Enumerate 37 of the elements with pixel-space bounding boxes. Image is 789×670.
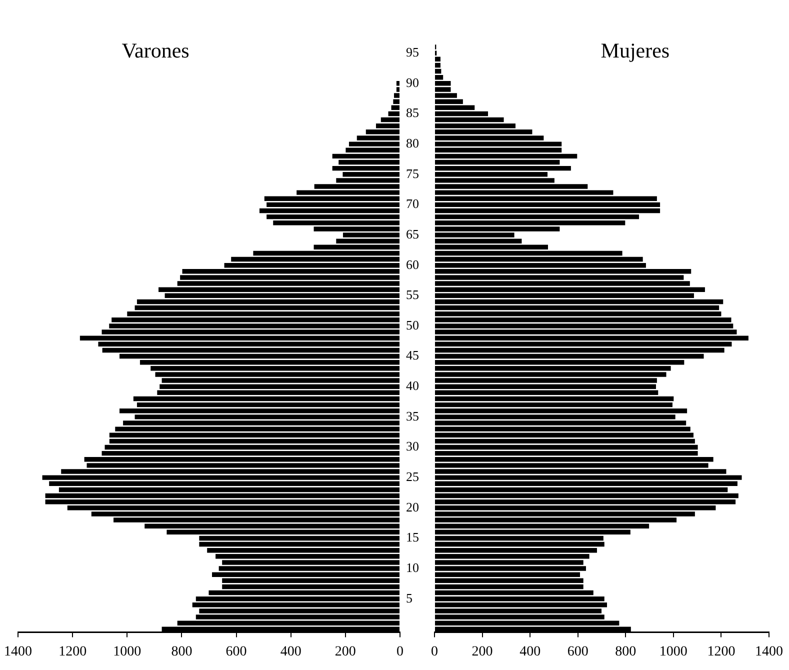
- x-tick-label: 600: [567, 644, 588, 660]
- y-tick-label: 20: [406, 499, 419, 514]
- y-tick-label: 25: [406, 468, 419, 484]
- x-tick-label: 0: [396, 644, 404, 660]
- chart-title: Mujeres: [600, 38, 670, 63]
- x-tick-label: 1200: [707, 644, 736, 660]
- y-tick-label: 95: [406, 44, 419, 60]
- y-tick-label: 10: [406, 560, 419, 575]
- x-tick-label: 600: [226, 644, 247, 660]
- chart-title: Varones: [122, 38, 190, 63]
- x-tick-label: 200: [334, 644, 356, 660]
- y-tick-label: 45: [406, 348, 419, 363]
- y-tick-label: 80: [406, 135, 419, 150]
- x-tick-label: 200: [472, 644, 493, 660]
- y-tick-label: 60: [406, 256, 419, 272]
- x-tick-label: 1000: [113, 644, 142, 660]
- x-tick-label: 1400: [4, 644, 32, 660]
- x-tick-label: 800: [615, 644, 636, 660]
- y-tick-label: 55: [406, 287, 419, 302]
- y-tick-label: 65: [406, 226, 419, 242]
- y-tick-label: 90: [406, 74, 419, 90]
- y-tick-label: 70: [406, 196, 419, 212]
- y-tick-label: 50: [406, 317, 419, 332]
- y-tick-label: 5: [406, 590, 412, 606]
- y-tick-label: 35: [406, 408, 419, 424]
- y-tick-label: 30: [406, 438, 419, 454]
- x-tick-label: 400: [280, 644, 302, 660]
- x-tick-label: 800: [171, 644, 192, 660]
- y-tick-label: 40: [406, 378, 419, 394]
- x-tick-label: 1400: [755, 644, 783, 660]
- y-tick-label: 15: [406, 530, 419, 545]
- x-tick-label: 1200: [58, 644, 87, 660]
- x-tick-label: 400: [520, 644, 541, 660]
- x-tick-label: 0: [431, 644, 438, 660]
- x-tick-label: 1000: [659, 644, 688, 660]
- y-tick-label: 85: [406, 105, 419, 120]
- y-tick-label: 75: [406, 166, 419, 181]
